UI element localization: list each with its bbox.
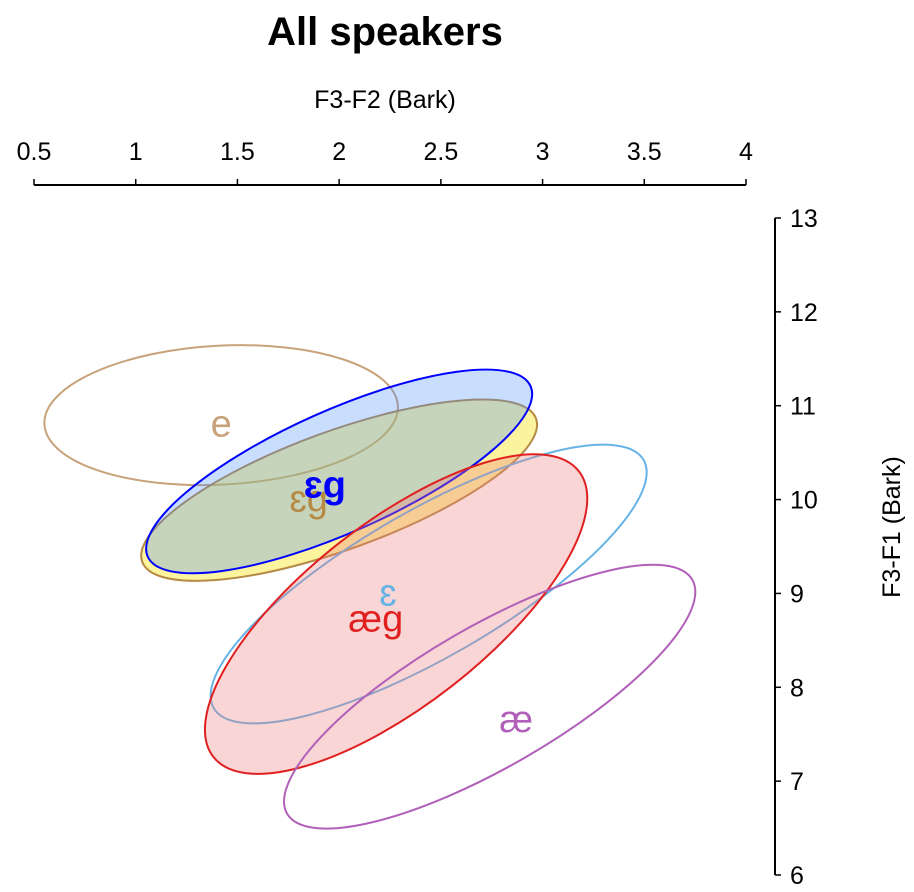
x-tick-label: 4 [739, 138, 753, 166]
ellipse-ɛg [145, 368, 534, 575]
y-tick-label: 9 [790, 580, 804, 608]
ellipse-e [43, 344, 399, 487]
y-axis: 6 7 8 9 10 11 12 13 [774, 205, 818, 890]
x-tick-label: 2.5 [423, 138, 458, 166]
ellipse-ɛ [209, 443, 648, 725]
x-tick-label: 1.5 [220, 138, 255, 166]
y-tick-label: 11 [790, 393, 816, 421]
vowel-label-ɛg: ɛg [289, 479, 328, 521]
x-tick-label: 0.5 [17, 138, 52, 166]
y-tick-label: 6 [790, 862, 804, 890]
vowel-label-ɛ: ɛ [379, 572, 396, 614]
vowel-label-æg: æg [348, 599, 403, 641]
vowel-label-æ: æ [499, 699, 533, 741]
x-axis-title: F3-F2 (Bark) [314, 86, 456, 114]
ellipse-æ [283, 563, 697, 830]
ellipse-ɛg [140, 398, 539, 582]
ellipse-æg [203, 453, 589, 775]
x-tick-label: 2 [332, 138, 346, 166]
vowel-label-e: e [211, 403, 232, 445]
y-tick-label: 10 [790, 487, 818, 515]
x-axis: 0.5 1 1.5 2 2.5 3 3.5 4 [17, 138, 753, 186]
x-tick-label: 3 [536, 138, 550, 166]
y-axis-title: F3-F1 (Bark) [878, 456, 906, 598]
vowel-label-ɛg: ɛg [304, 464, 346, 506]
x-tick-label: 3.5 [627, 138, 662, 166]
y-tick-label: 13 [790, 205, 818, 233]
y-tick-label: 12 [790, 299, 818, 327]
x-tick-label: 1 [129, 138, 143, 166]
ellipse-layer [43, 344, 697, 830]
y-tick-label: 7 [790, 768, 804, 796]
chart-title: All speakers [267, 10, 503, 54]
y-tick-label: 8 [790, 674, 804, 702]
